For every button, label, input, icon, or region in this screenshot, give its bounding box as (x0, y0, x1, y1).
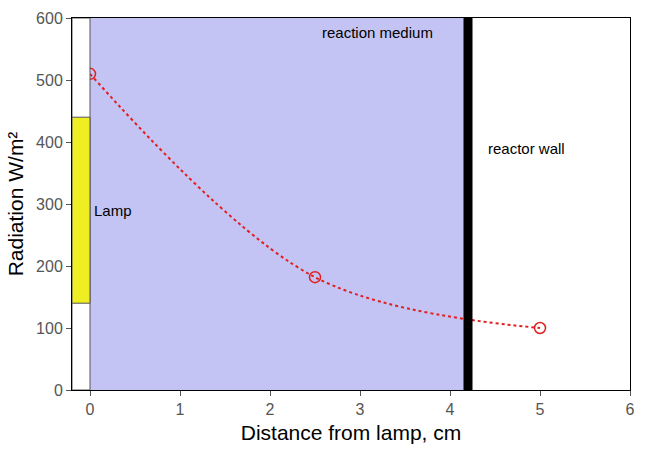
svg-text:Lamp: Lamp (94, 202, 132, 219)
svg-text:6: 6 (626, 401, 635, 418)
svg-text:500: 500 (36, 72, 63, 89)
svg-text:300: 300 (36, 196, 63, 213)
svg-text:5: 5 (536, 401, 545, 418)
svg-text:0: 0 (86, 401, 95, 418)
svg-text:Distance from lamp, cm: Distance from lamp, cm (241, 421, 462, 444)
svg-text:4: 4 (446, 401, 455, 418)
svg-text:reaction medium: reaction medium (322, 24, 433, 41)
svg-text:100: 100 (36, 320, 63, 337)
svg-text:3: 3 (356, 401, 365, 418)
svg-text:0: 0 (54, 382, 63, 399)
svg-text:200: 200 (36, 258, 63, 275)
svg-text:Radiation W/m²: Radiation W/m² (4, 132, 27, 277)
svg-text:400: 400 (36, 134, 63, 151)
svg-text:1: 1 (176, 401, 185, 418)
svg-text:2: 2 (266, 401, 275, 418)
svg-text:600: 600 (36, 10, 63, 27)
svg-text:reactor wall: reactor wall (488, 140, 565, 157)
